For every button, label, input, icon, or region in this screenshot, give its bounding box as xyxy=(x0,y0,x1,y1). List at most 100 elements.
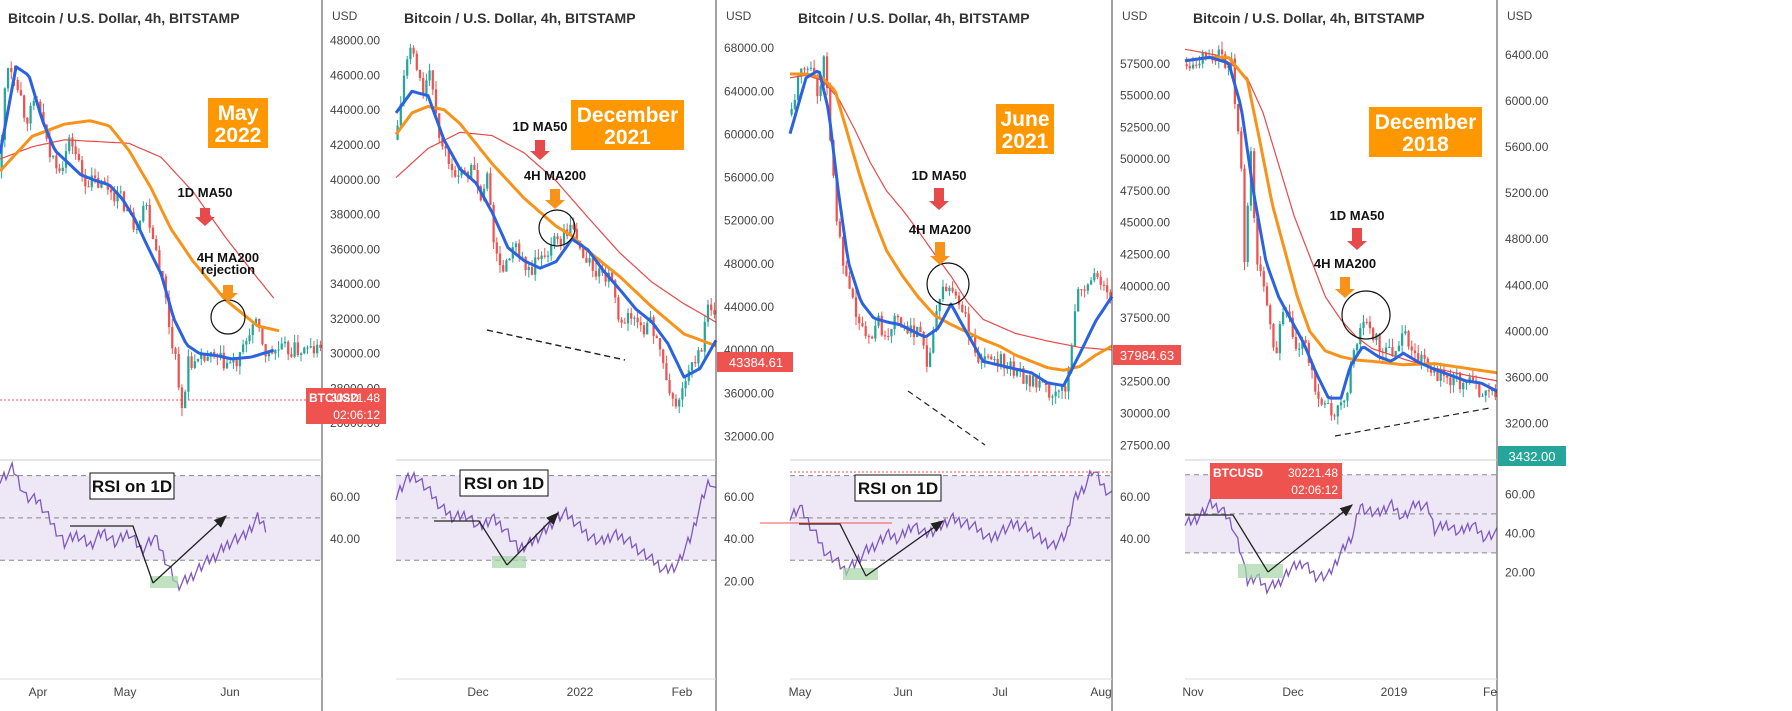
candle-body xyxy=(980,361,983,363)
candle-body xyxy=(858,316,861,324)
candle-body xyxy=(540,255,543,260)
candle-body xyxy=(1054,391,1057,397)
candle-body xyxy=(1304,339,1307,343)
candle-body xyxy=(508,258,511,261)
candle-body xyxy=(1343,400,1346,403)
candle-body xyxy=(1099,276,1102,285)
ma50-annotation: 1D MA50 xyxy=(513,119,568,134)
candle-body xyxy=(569,224,572,237)
candle-body xyxy=(835,175,838,222)
candle-body xyxy=(617,297,620,320)
candle-body xyxy=(1060,386,1064,391)
y-tick-label: 30000.00 xyxy=(1120,406,1170,420)
candle-body xyxy=(883,335,887,337)
candle-body xyxy=(1035,375,1038,388)
rsi-line xyxy=(789,468,1113,577)
candle-body xyxy=(161,271,164,277)
currency-label: USD xyxy=(332,9,358,23)
candle-body xyxy=(967,313,970,337)
period-badge-line-1: June xyxy=(1000,108,1049,131)
candle-body xyxy=(585,257,588,263)
price-tag xyxy=(717,352,793,372)
candle-body xyxy=(890,329,893,337)
y-tick-label: 34000.00 xyxy=(330,277,380,291)
candle-body xyxy=(1449,377,1452,386)
x-tick-label: May xyxy=(114,685,137,699)
chart-title: Bitcoin / U.S. Dollar, 4h, BITSTAMP xyxy=(1193,10,1425,26)
countdown-label: 02:06:12 xyxy=(333,408,380,422)
y-tick-label: 48000.00 xyxy=(724,257,774,271)
candle-body xyxy=(1436,368,1439,381)
rsi-line xyxy=(1184,496,1498,596)
candle-body xyxy=(957,295,961,305)
rsi-label: RSI on 1D xyxy=(858,479,938,498)
candle-body xyxy=(819,86,822,97)
rsi-tick-label: 20.00 xyxy=(1505,565,1535,579)
candle-body xyxy=(196,359,200,362)
candle-body xyxy=(93,175,97,178)
y-tick-label: 6000.00 xyxy=(1505,94,1549,108)
rsi-flat-trend-line xyxy=(434,520,508,566)
candle-body xyxy=(39,101,42,112)
candle-body xyxy=(470,165,473,179)
candle-body xyxy=(283,341,287,344)
candle-body xyxy=(454,170,457,177)
candle-body xyxy=(1458,372,1462,390)
candle-body xyxy=(1420,354,1423,363)
rsi-low-highlight xyxy=(492,556,526,568)
candle-body xyxy=(809,67,813,69)
candle-body xyxy=(626,313,630,324)
ma50-annotation: 1D MA50 xyxy=(1330,208,1385,223)
candle-body xyxy=(1359,328,1362,345)
candle-body xyxy=(1391,346,1394,357)
candle-body xyxy=(861,323,864,327)
candle-body xyxy=(309,346,312,348)
rsi-tick-label: 40.00 xyxy=(330,532,360,546)
y-tick-label: 6400.00 xyxy=(1505,48,1549,62)
candle-body xyxy=(1198,63,1201,66)
ma-1d50-line xyxy=(789,74,1113,351)
candle-body xyxy=(1038,380,1041,388)
rsi-flat-trend-line xyxy=(1185,514,1269,573)
candle-body xyxy=(928,352,932,367)
candle-body xyxy=(1413,350,1417,354)
candle-body xyxy=(530,267,534,275)
candle-body xyxy=(132,212,135,230)
y-tick-label: 60000.00 xyxy=(724,127,774,141)
rsi-rising-trend-arrow xyxy=(506,512,559,566)
candle-body xyxy=(106,183,109,190)
candle-body xyxy=(954,291,957,296)
candle-body xyxy=(1323,403,1327,405)
candle-body xyxy=(1009,361,1012,369)
candle-body xyxy=(1003,354,1006,369)
candle-body xyxy=(1031,375,1035,387)
y-tick-label: 42500.00 xyxy=(1120,248,1170,262)
candle-body xyxy=(303,347,306,354)
dashed-support-line xyxy=(907,390,986,446)
candle-body xyxy=(409,47,412,60)
candle-body xyxy=(941,286,945,300)
candle-body xyxy=(572,224,575,229)
candle-body xyxy=(155,239,158,251)
candle-body xyxy=(1191,64,1195,69)
candle-body xyxy=(620,319,623,323)
rsi-label-box xyxy=(459,469,549,497)
candle-body xyxy=(697,350,700,364)
candle-body xyxy=(1410,346,1413,351)
currency-label: USD xyxy=(1122,9,1148,23)
candle-body xyxy=(1070,346,1073,370)
candle-body xyxy=(505,260,508,272)
candle-body xyxy=(109,189,113,193)
rejection-circle xyxy=(538,209,576,247)
candle-body xyxy=(867,335,871,337)
candle-body xyxy=(604,272,607,282)
rsi-tick-label: 40.00 xyxy=(1120,532,1150,546)
candle-body xyxy=(1349,364,1352,393)
candle-body xyxy=(1272,324,1275,348)
y-tick-label: 32500.00 xyxy=(1120,375,1170,389)
candle-body xyxy=(171,327,174,349)
y-tick-label: 45000.00 xyxy=(1120,216,1170,230)
candle-body xyxy=(206,356,209,361)
rsi-tick-label: 40.00 xyxy=(1505,526,1535,540)
